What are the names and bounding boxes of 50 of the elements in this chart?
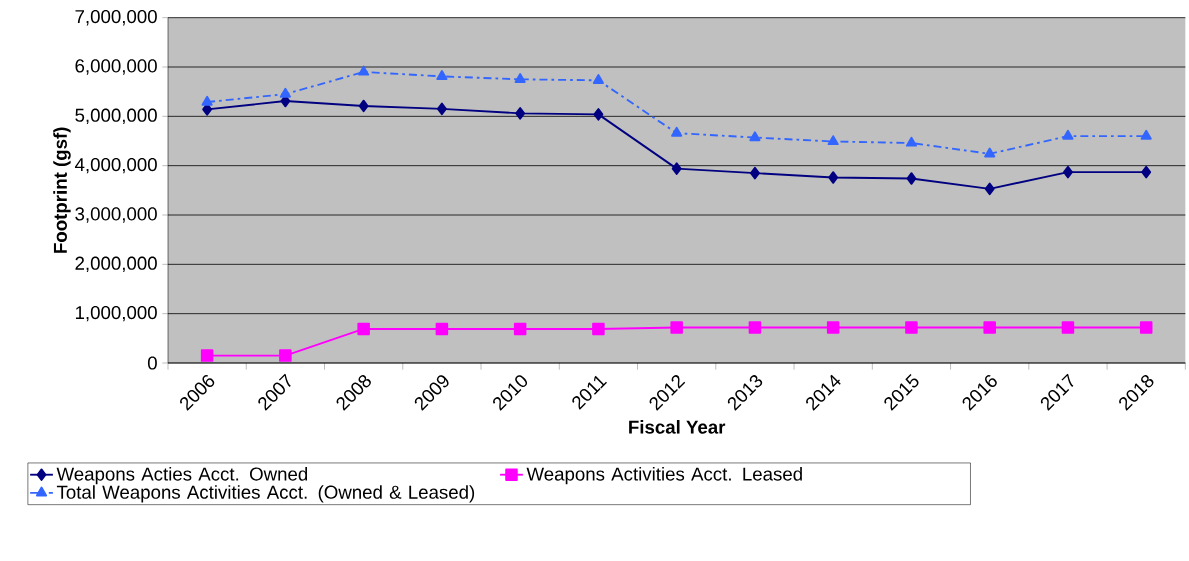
point: [1139, 321, 1153, 334]
point: [671, 126, 683, 137]
point: [201, 95, 213, 106]
y-axis-title: Footprint (gsf): [53, 127, 71, 253]
y-tick-label: 7,000,000: [75, 9, 157, 26]
point: [1063, 165, 1073, 179]
point: [671, 162, 682, 175]
point: [906, 172, 917, 185]
point: [515, 107, 526, 120]
point: [749, 131, 761, 142]
point: [1061, 321, 1075, 334]
point: [749, 166, 760, 180]
point: [826, 321, 840, 334]
y-tick-label: 4,000,000: [74, 157, 157, 174]
point: [357, 322, 370, 336]
point: [983, 321, 996, 334]
point: [593, 108, 604, 121]
point: [513, 322, 527, 336]
legend-label: Weapons Acties Acct. Owned: [56, 466, 308, 485]
point: [436, 70, 448, 80]
legend-label: Total Weapons Activities Acct. (Owned & Leased): [56, 485, 475, 503]
point: [984, 147, 996, 158]
point: [592, 322, 605, 336]
point: [828, 171, 839, 184]
point: [670, 321, 683, 334]
y-tick-label: 2,000,000: [75, 256, 157, 273]
x-axis-title: Fiscal Year: [629, 420, 726, 434]
point: [984, 182, 995, 196]
y-tick-label: 5,000,000: [75, 108, 157, 125]
point: [436, 102, 447, 116]
point: [1141, 165, 1152, 179]
legend-label: Weapons Activities Acct. Leased: [526, 466, 802, 485]
point: [1062, 129, 1074, 140]
point: [1140, 129, 1152, 140]
point: [358, 99, 369, 113]
y-tick-label: 6,000,000: [75, 59, 157, 75]
y-tick-label: 3,000,000: [75, 207, 157, 223]
point: [358, 65, 370, 76]
point: [514, 73, 526, 83]
point: [279, 349, 292, 362]
y-tick-label: 0: [147, 356, 157, 370]
point: [435, 322, 449, 336]
point: [748, 321, 762, 334]
point: [827, 135, 839, 146]
y-tick-label: 1,000,000: [75, 305, 157, 322]
point: [279, 87, 291, 98]
point: [592, 74, 604, 84]
point: [905, 136, 917, 147]
point: [200, 349, 214, 362]
point: [905, 321, 918, 334]
